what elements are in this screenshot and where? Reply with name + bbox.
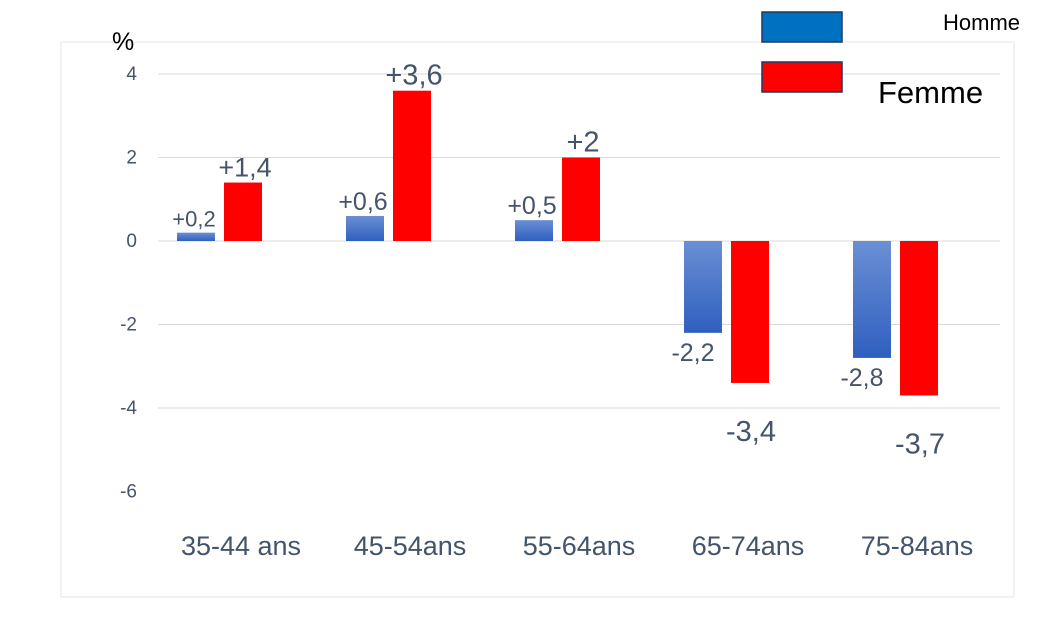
data-label-homme-0: +0,2: [172, 207, 215, 232]
plot-area-frame: [60, 41, 1015, 598]
y-tick-label: 0: [126, 231, 137, 252]
category-label: 65-74ans: [692, 531, 805, 561]
category-label: 75-84ans: [861, 531, 974, 561]
y-tick-label: -4: [120, 398, 137, 419]
y-tick-label: -6: [120, 482, 137, 503]
data-label-femme-2: +2: [566, 127, 599, 159]
legend-swatch-femme: [761, 61, 843, 93]
y-tick-label: -2: [120, 315, 137, 336]
x-axis-categories: 35-44 ans 45-54ans 55-64ans 65-74ans 75-84an…: [181, 531, 973, 561]
data-label-femme-1: +3,6: [385, 60, 442, 92]
bar-femme-4: [900, 241, 938, 396]
category-label: 55-64ans: [523, 531, 636, 561]
data-label-homme-1: +0,6: [338, 188, 387, 216]
legend-label-homme: Homme: [943, 10, 1020, 35]
category-label: 45-54ans: [354, 531, 467, 561]
category-label: 35-44 ans: [181, 531, 301, 561]
y-axis-ticks: 4 2 0 -2 -4 -6: [120, 64, 137, 503]
legend-label-femme: Femme: [878, 75, 983, 110]
data-label-homme-4: -2,8: [840, 364, 883, 392]
bar-femme-1: [393, 90, 431, 241]
bar-homme-3: [684, 241, 722, 333]
bar-homme-1: [346, 215, 384, 241]
bar-femme-3: [731, 241, 769, 383]
bar-femme-0: [224, 182, 262, 241]
data-labels: +0,2+1,4 +0,6 +3,6 +0,5 +2 -2,2 -3,4 -2,8 -3,7: [172, 60, 945, 461]
data-label-homme-2: +0,5: [507, 192, 556, 220]
y-axis-unit: %: [112, 28, 134, 56]
bar-homme-4: [853, 241, 891, 358]
data-label-homme-3: -2,2: [671, 339, 714, 367]
bar-femme-2: [562, 157, 600, 241]
data-label-femme-4: -3,7: [895, 428, 945, 460]
bar-homme-2: [515, 220, 553, 241]
y-tick-label: 4: [126, 64, 137, 85]
legend-swatch-homme: [761, 11, 843, 43]
y-tick-label: 2: [126, 148, 137, 169]
data-label-femme-0: +1,4: [218, 153, 271, 183]
bars: [177, 90, 938, 396]
data-label-femme-3: -3,4: [726, 416, 776, 448]
legend: Homme Femme: [761, 10, 1020, 110]
bar-homme-0: [177, 232, 215, 241]
